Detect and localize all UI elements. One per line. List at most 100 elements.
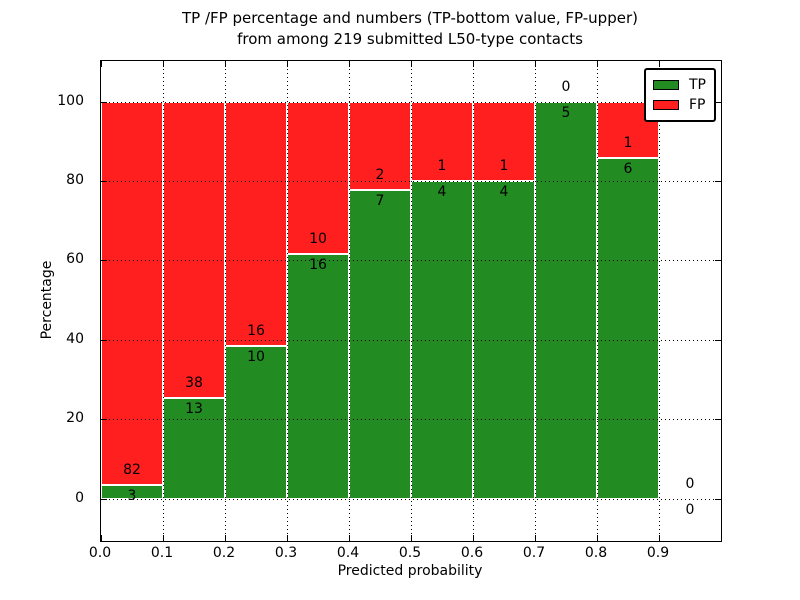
fp-count-label: 10 — [309, 231, 327, 248]
x-tick-label: 0.8 — [584, 545, 608, 561]
x-tick-label: 0.0 — [88, 545, 112, 561]
x-tick-mark — [535, 535, 536, 541]
bar-tp-segment — [349, 189, 411, 499]
v-gridline — [535, 61, 536, 541]
bar-fp-segment — [287, 101, 349, 255]
y-tick-mark — [101, 339, 107, 341]
bar-tp-segment — [163, 397, 225, 499]
v-gridline — [163, 61, 164, 541]
x-tick-label: 0.1 — [150, 545, 174, 561]
legend-row: FP — [653, 95, 706, 115]
tp-count-label: 5 — [561, 104, 571, 121]
x-tick-mark — [659, 535, 660, 541]
y-tick-mark — [101, 498, 107, 500]
x-tick-mark — [163, 535, 164, 541]
x-tick-mark-top — [287, 61, 288, 67]
bar-tp-segment — [535, 101, 597, 499]
fp-count-label: 16 — [247, 323, 265, 340]
x-tick-mark — [473, 535, 474, 541]
x-tick-mark-top — [535, 61, 536, 67]
y-tick-label: 80 — [66, 172, 84, 188]
v-gridline — [349, 61, 350, 541]
tp-count-label: 16 — [309, 257, 327, 274]
tp-count-label: 7 — [375, 192, 385, 209]
bar-fp-segment — [101, 101, 163, 485]
bar-fp-segment — [225, 101, 287, 347]
x-tick-mark — [225, 535, 226, 541]
y-tick-mark — [101, 260, 107, 262]
y-tick-labels: 0 20 40 60 80 100 — [0, 60, 92, 540]
tp-swatch-icon — [653, 80, 679, 90]
v-gridline — [597, 61, 598, 541]
v-gridline — [473, 61, 474, 541]
v-gridline — [225, 61, 226, 541]
y-tick-mark-right — [715, 498, 721, 500]
tp-count-label: 3 — [127, 487, 137, 504]
x-tick-mark-top — [659, 61, 660, 67]
legend-label: FP — [689, 97, 706, 113]
x-tick-mark-top — [349, 61, 350, 67]
x-tick-label: 0.4 — [336, 545, 360, 561]
x-tick-label: 0.5 — [398, 545, 422, 561]
chart-title-line2: from among 219 submitted L50-type contac… — [237, 30, 583, 48]
y-tick-mark — [101, 419, 107, 421]
bar-tp-segment — [101, 484, 163, 499]
tp-count-label: 6 — [623, 161, 633, 178]
x-tick-mark — [101, 535, 102, 541]
chart-title-line1: TP /FP percentage and numbers (TP-bottom… — [182, 9, 638, 27]
legend: TP FP — [644, 68, 716, 122]
bar-tp-segment — [225, 346, 287, 499]
y-tick-mark-right — [715, 419, 721, 421]
x-tick-label: 0.3 — [274, 545, 298, 561]
fp-count-label: 1 — [499, 158, 509, 174]
x-tick-mark — [287, 535, 288, 541]
x-tick-label: 0.7 — [522, 545, 546, 561]
x-tick-label: 0.6 — [460, 545, 484, 561]
legend-row: TP — [653, 75, 706, 95]
legend-label: TP — [689, 77, 706, 93]
fp-count-label: 2 — [375, 166, 385, 183]
x-tick-mark-top — [225, 61, 226, 67]
x-tick-mark-top — [473, 61, 474, 67]
x-tick-label: 0.2 — [212, 545, 236, 561]
chart-title: TP /FP percentage and numbers (TP-bottom… — [100, 8, 720, 50]
bar-fp-segment — [349, 101, 411, 190]
x-axis-label: Predicted probability — [337, 563, 483, 579]
tp-count-label: 13 — [185, 400, 203, 417]
fp-swatch-icon — [653, 100, 679, 110]
x-tick-labels: 0.0 0.1 0.2 0.3 0.4 0.5 0.6 0.7 0.8 0.9 — [89, 545, 720, 562]
y-tick-mark-right — [715, 101, 721, 103]
x-tick-mark — [411, 535, 412, 541]
fp-count-label: 82 — [123, 461, 141, 478]
y-tick-label: 60 — [66, 251, 84, 268]
tp-count-label: 0 — [685, 501, 695, 518]
x-tick-mark — [597, 535, 598, 541]
x-tick-mark-top — [411, 61, 412, 67]
fp-count-label: 38 — [185, 374, 203, 391]
fp-count-label: 0 — [685, 475, 695, 492]
x-tick-mark-top — [101, 61, 102, 67]
tp-count-label: 10 — [247, 349, 265, 366]
bar-fp-segment — [163, 101, 225, 398]
x-tick-mark-top — [163, 61, 164, 67]
v-gridline — [659, 61, 660, 541]
x-tick-label: 0.9 — [646, 545, 670, 561]
x-tick-mark-top — [597, 61, 598, 67]
bar-fp-segment — [473, 101, 535, 181]
plot-area: 82 3 38 13 16 10 10 16 2 7 1 4 1 4 0 5 1 6 0 0 TP FP — [100, 60, 722, 542]
v-gridline — [287, 61, 288, 541]
y-tick-label: 0 — [75, 489, 84, 506]
tp-count-label: 4 — [437, 184, 447, 200]
y-tick-label: 100 — [57, 92, 84, 109]
bar-tp-segment — [597, 158, 659, 499]
y-tick-label: 20 — [66, 410, 84, 427]
y-tick-mark-right — [715, 260, 721, 262]
tp-count-label: 4 — [499, 184, 509, 200]
x-tick-mark — [349, 535, 350, 541]
bar-tp-segment — [287, 254, 349, 499]
y-tick-label: 40 — [66, 330, 84, 347]
y-tick-mark-right — [715, 181, 721, 182]
y-tick-mark — [101, 181, 107, 182]
y-tick-mark-right — [715, 339, 721, 341]
